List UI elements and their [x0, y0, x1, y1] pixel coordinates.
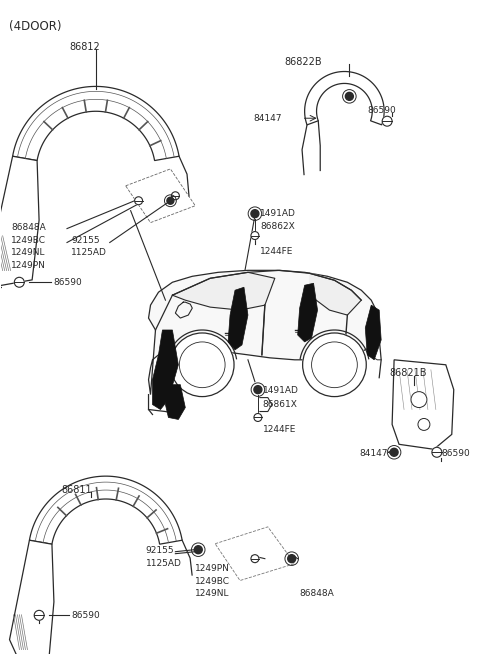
Polygon shape: [10, 541, 54, 656]
Polygon shape: [365, 305, 381, 359]
Text: 1244FE: 1244FE: [263, 426, 296, 434]
Polygon shape: [228, 287, 248, 350]
Circle shape: [432, 447, 442, 457]
Text: 92155: 92155: [145, 546, 174, 555]
Text: 1491AD: 1491AD: [263, 386, 299, 395]
Circle shape: [251, 232, 259, 239]
Polygon shape: [29, 476, 182, 544]
Text: 86811: 86811: [61, 485, 92, 495]
Circle shape: [411, 392, 427, 407]
Polygon shape: [310, 274, 361, 315]
Polygon shape: [0, 156, 39, 285]
Circle shape: [34, 610, 44, 621]
Circle shape: [302, 333, 366, 397]
Circle shape: [170, 333, 234, 397]
Text: 86590: 86590: [442, 449, 470, 459]
Polygon shape: [305, 72, 384, 125]
Text: 86822B: 86822B: [285, 56, 323, 66]
Circle shape: [418, 419, 430, 430]
Text: 1244FE: 1244FE: [260, 247, 293, 256]
Polygon shape: [148, 270, 379, 395]
Polygon shape: [172, 272, 275, 310]
Circle shape: [346, 92, 353, 100]
Text: 86862X: 86862X: [260, 222, 295, 231]
Text: 86590: 86590: [71, 611, 100, 621]
Polygon shape: [392, 359, 454, 449]
Circle shape: [167, 197, 174, 204]
Polygon shape: [12, 87, 179, 161]
Text: 86848A: 86848A: [300, 590, 335, 598]
Text: 86590: 86590: [53, 278, 82, 287]
Circle shape: [288, 555, 296, 563]
Text: 86848A: 86848A: [12, 222, 46, 232]
Circle shape: [251, 555, 259, 563]
Text: 1125AD: 1125AD: [145, 559, 181, 567]
Circle shape: [194, 546, 202, 554]
Text: 1249PN: 1249PN: [12, 261, 46, 270]
Circle shape: [254, 413, 262, 421]
Circle shape: [134, 197, 143, 205]
Polygon shape: [166, 384, 185, 419]
Circle shape: [251, 210, 259, 218]
Text: 86861X: 86861X: [263, 400, 298, 409]
Text: 1249BC: 1249BC: [195, 577, 230, 586]
Text: 1249BC: 1249BC: [12, 236, 47, 245]
Text: 86821B: 86821B: [389, 368, 427, 378]
Circle shape: [382, 116, 392, 126]
Polygon shape: [153, 330, 179, 409]
Text: (4DOOR): (4DOOR): [9, 20, 62, 33]
Text: 84147: 84147: [253, 114, 281, 123]
Text: 1249PN: 1249PN: [195, 564, 230, 573]
Text: 86812: 86812: [69, 42, 100, 52]
Circle shape: [390, 448, 398, 457]
Circle shape: [14, 277, 24, 287]
Text: 1249NL: 1249NL: [12, 249, 46, 257]
Circle shape: [254, 386, 262, 394]
Text: 1491AD: 1491AD: [260, 209, 296, 218]
Circle shape: [171, 192, 180, 199]
Text: 86590: 86590: [367, 106, 396, 115]
Text: 92155: 92155: [71, 236, 100, 245]
Text: 1249NL: 1249NL: [195, 590, 230, 598]
Polygon shape: [298, 283, 318, 342]
Text: 84147: 84147: [360, 449, 388, 459]
Text: 1125AD: 1125AD: [71, 249, 107, 257]
